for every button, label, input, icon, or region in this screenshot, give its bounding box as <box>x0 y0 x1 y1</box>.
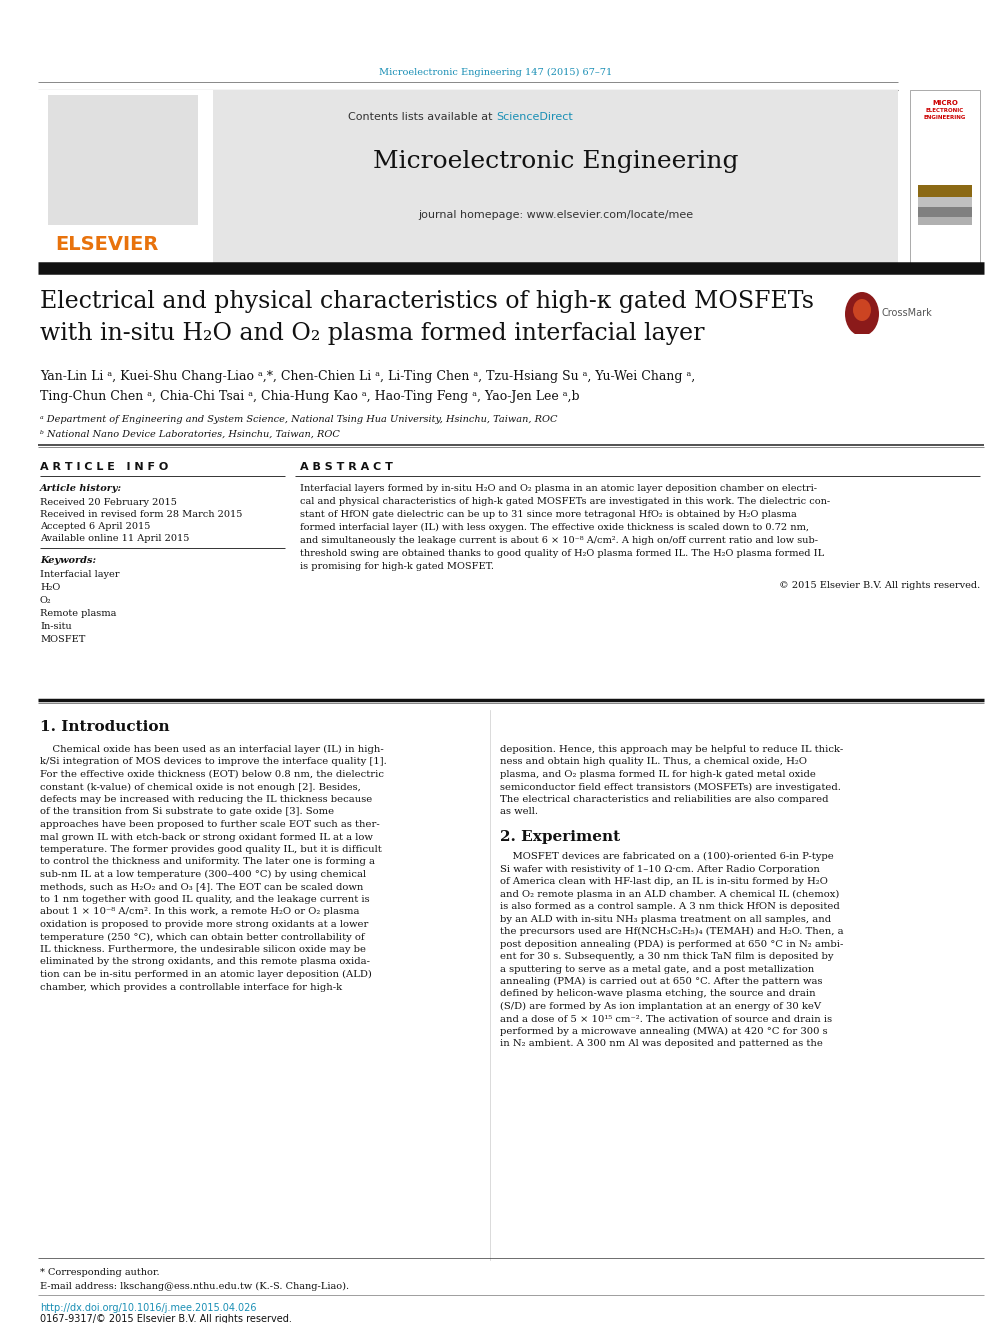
Polygon shape <box>850 333 874 340</box>
Text: http://dx.doi.org/10.1016/j.mee.2015.04.026: http://dx.doi.org/10.1016/j.mee.2015.04.… <box>40 1303 257 1312</box>
Text: post deposition annealing (PDA) is performed at 650 °C in N₂ ambi-: post deposition annealing (PDA) is perfo… <box>500 939 843 949</box>
Bar <box>38 90 898 265</box>
Text: Microelectronic Engineering 147 (2015) 67–71: Microelectronic Engineering 147 (2015) 6… <box>379 67 613 77</box>
Text: Available online 11 April 2015: Available online 11 April 2015 <box>40 534 189 542</box>
Text: with in-situ H₂O and O₂ plasma formed interfacial layer: with in-situ H₂O and O₂ plasma formed in… <box>40 321 704 345</box>
Text: ELECTRONIC: ELECTRONIC <box>926 108 964 112</box>
Text: formed interfacial layer (IL) with less oxygen. The effective oxide thickness is: formed interfacial layer (IL) with less … <box>300 523 809 532</box>
Text: For the effective oxide thickness (EOT) below 0.8 nm, the dielectric: For the effective oxide thickness (EOT) … <box>40 770 384 779</box>
Text: and simultaneously the leakage current is about 6 × 10⁻⁸ A/cm². A high on/off cu: and simultaneously the leakage current i… <box>300 536 818 545</box>
Text: Yan-Lin Li ᵃ, Kuei-Shu Chang-Liao ᵃ,*, Chen-Chien Li ᵃ, Li-Ting Chen ᵃ, Tzu-Hsia: Yan-Lin Li ᵃ, Kuei-Shu Chang-Liao ᵃ,*, C… <box>40 370 695 382</box>
Bar <box>48 95 198 225</box>
Text: threshold swing are obtained thanks to good quality of H₂O plasma formed IL. The: threshold swing are obtained thanks to g… <box>300 549 824 558</box>
Text: Si wafer with resistivity of 1–10 Ω·cm. After Radio Corporation: Si wafer with resistivity of 1–10 Ω·cm. … <box>500 864 819 873</box>
Bar <box>38 90 213 265</box>
Text: tion can be in-situ performed in an atomic layer deposition (ALD): tion can be in-situ performed in an atom… <box>40 970 372 979</box>
Text: 0167-9317/© 2015 Elsevier B.V. All rights reserved.: 0167-9317/© 2015 Elsevier B.V. All right… <box>40 1314 292 1323</box>
Text: Remote plasma: Remote plasma <box>40 609 116 618</box>
Bar <box>918 197 972 206</box>
Text: by an ALD with in-situ NH₃ plasma treatment on all samples, and: by an ALD with in-situ NH₃ plasma treatm… <box>500 914 831 923</box>
Bar <box>918 206 972 217</box>
Text: MICRO: MICRO <box>932 101 958 106</box>
Bar <box>918 217 972 225</box>
Text: is promising for high-k gated MOSFET.: is promising for high-k gated MOSFET. <box>300 562 494 572</box>
Text: defects may be increased with reducing the IL thickness because: defects may be increased with reducing t… <box>40 795 372 804</box>
Text: * Corresponding author.: * Corresponding author. <box>40 1267 160 1277</box>
Text: MOSFET: MOSFET <box>40 635 85 644</box>
Text: semiconductor field effect transistors (MOSFETs) are investigated.: semiconductor field effect transistors (… <box>500 782 841 791</box>
Text: Electrical and physical characteristics of high-κ gated MOSFETs: Electrical and physical characteristics … <box>40 290 814 314</box>
Ellipse shape <box>853 299 871 321</box>
Text: In-situ: In-situ <box>40 622 71 631</box>
Text: Microelectronic Engineering: Microelectronic Engineering <box>373 149 738 173</box>
Text: to control the thickness and uniformity. The later one is forming a: to control the thickness and uniformity.… <box>40 857 375 867</box>
Text: (S/D) are formed by As ion implantation at an energy of 30 keV: (S/D) are formed by As ion implantation … <box>500 1002 821 1011</box>
Text: 1. Introduction: 1. Introduction <box>40 720 170 734</box>
Text: temperature. The former provides good quality IL, but it is difficult: temperature. The former provides good qu… <box>40 845 382 855</box>
Text: A B S T R A C T: A B S T R A C T <box>300 462 393 472</box>
Bar <box>918 185 972 197</box>
Text: journal homepage: www.elsevier.com/locate/mee: journal homepage: www.elsevier.com/locat… <box>418 210 693 220</box>
Text: deposition. Hence, this approach may be helpful to reduce IL thick-: deposition. Hence, this approach may be … <box>500 745 843 754</box>
Text: is also formed as a control sample. A 3 nm thick HfON is deposited: is also formed as a control sample. A 3 … <box>500 902 840 912</box>
Text: ness and obtain high quality IL. Thus, a chemical oxide, H₂O: ness and obtain high quality IL. Thus, a… <box>500 758 807 766</box>
Text: sub-nm IL at a low temperature (300–400 °C) by using chemical: sub-nm IL at a low temperature (300–400 … <box>40 871 366 878</box>
Text: Contents lists available at: Contents lists available at <box>348 112 496 122</box>
Text: annealing (PMA) is carried out at 650 °C. After the pattern was: annealing (PMA) is carried out at 650 °C… <box>500 976 822 986</box>
Text: Ting-Chun Chen ᵃ, Chia-Chi Tsai ᵃ, Chia-Hung Kao ᵃ, Hao-Ting Feng ᵃ, Yao-Jen Lee: Ting-Chun Chen ᵃ, Chia-Chi Tsai ᵃ, Chia-… <box>40 390 579 404</box>
Text: Interfacial layer: Interfacial layer <box>40 570 119 579</box>
Text: E-mail address: lkschang@ess.nthu.edu.tw (K.-S. Chang-Liao).: E-mail address: lkschang@ess.nthu.edu.tw… <box>40 1282 349 1291</box>
Text: in N₂ ambient. A 300 nm Al was deposited and patterned as the: in N₂ ambient. A 300 nm Al was deposited… <box>500 1040 823 1049</box>
Text: cal and physical characteristics of high-k gated MOSFETs are investigated in thi: cal and physical characteristics of high… <box>300 497 830 505</box>
Text: methods, such as H₂O₂ and O₃ [4]. The EOT can be scaled down: methods, such as H₂O₂ and O₃ [4]. The EO… <box>40 882 363 892</box>
Text: of America clean with HF-last dip, an IL is in-situ formed by H₂O: of America clean with HF-last dip, an IL… <box>500 877 828 886</box>
Text: of the transition from Si substrate to gate oxide [3]. Some: of the transition from Si substrate to g… <box>40 807 334 816</box>
Text: eliminated by the strong oxidants, and this remote plasma oxida-: eliminated by the strong oxidants, and t… <box>40 958 370 967</box>
Text: © 2015 Elsevier B.V. All rights reserved.: © 2015 Elsevier B.V. All rights reserved… <box>779 581 980 590</box>
Text: Chemical oxide has been used as an interfacial layer (IL) in high-: Chemical oxide has been used as an inter… <box>40 745 384 754</box>
Text: ent for 30 s. Subsequently, a 30 nm thick TaN film is deposited by: ent for 30 s. Subsequently, a 30 nm thic… <box>500 953 833 960</box>
Text: H₂O: H₂O <box>40 583 61 591</box>
Text: ᵇ National Nano Device Laboratories, Hsinchu, Taiwan, ROC: ᵇ National Nano Device Laboratories, Hsi… <box>40 430 340 439</box>
Text: O₂: O₂ <box>40 595 52 605</box>
Ellipse shape <box>845 292 879 336</box>
Text: ᵃ Department of Engineering and System Science, National Tsing Hua University, H: ᵃ Department of Engineering and System S… <box>40 415 558 423</box>
Text: 2. Experiment: 2. Experiment <box>500 830 620 844</box>
Text: oxidation is proposed to provide more strong oxidants at a lower: oxidation is proposed to provide more st… <box>40 919 368 929</box>
Text: Accepted 6 April 2015: Accepted 6 April 2015 <box>40 523 151 531</box>
Text: stant of HfON gate dielectric can be up to 31 since more tetragonal HfO₂ is obta: stant of HfON gate dielectric can be up … <box>300 509 797 519</box>
Text: temperature (250 °C), which can obtain better controllability of: temperature (250 °C), which can obtain b… <box>40 933 365 942</box>
Text: Article history:: Article history: <box>40 484 122 493</box>
Text: to 1 nm together with good IL quality, and the leakage current is: to 1 nm together with good IL quality, a… <box>40 894 370 904</box>
Text: the precursors used are Hf(NCH₃C₂H₅)₄ (TEMAH) and H₂O. Then, a: the precursors used are Hf(NCH₃C₂H₅)₄ (T… <box>500 927 843 937</box>
Text: chamber, which provides a controllable interface for high-k: chamber, which provides a controllable i… <box>40 983 342 991</box>
Text: and O₂ remote plasma in an ALD chamber. A chemical IL (chemox): and O₂ remote plasma in an ALD chamber. … <box>500 889 839 898</box>
Text: mal grown IL with etch-back or strong oxidant formed IL at a low: mal grown IL with etch-back or strong ox… <box>40 832 373 841</box>
Text: k/Si integration of MOS devices to improve the interface quality [1].: k/Si integration of MOS devices to impro… <box>40 758 387 766</box>
Text: MOSFET devices are fabricated on a (100)-oriented 6-in P-type: MOSFET devices are fabricated on a (100)… <box>500 852 833 861</box>
Text: defined by helicon-wave plasma etching, the source and drain: defined by helicon-wave plasma etching, … <box>500 990 815 999</box>
Text: a sputtering to serve as a metal gate, and a post metallization: a sputtering to serve as a metal gate, a… <box>500 964 814 974</box>
Text: Interfacial layers formed by in-situ H₂O and O₂ plasma in an atomic layer deposi: Interfacial layers formed by in-situ H₂O… <box>300 484 817 493</box>
Text: and a dose of 5 × 10¹⁵ cm⁻². The activation of source and drain is: and a dose of 5 × 10¹⁵ cm⁻². The activat… <box>500 1015 832 1024</box>
Text: Received in revised form 28 March 2015: Received in revised form 28 March 2015 <box>40 509 242 519</box>
Text: CrossMark: CrossMark <box>882 308 932 318</box>
Text: as well.: as well. <box>500 807 538 816</box>
Text: ScienceDirect: ScienceDirect <box>496 112 572 122</box>
Text: approaches have been proposed to further scale EOT such as ther-: approaches have been proposed to further… <box>40 820 380 830</box>
Text: IL thickness. Furthermore, the undesirable silicon oxide may be: IL thickness. Furthermore, the undesirab… <box>40 945 366 954</box>
Text: constant (k-value) of chemical oxide is not enough [2]. Besides,: constant (k-value) of chemical oxide is … <box>40 782 361 791</box>
Text: about 1 × 10⁻⁸ A/cm². In this work, a remote H₂O or O₂ plasma: about 1 × 10⁻⁸ A/cm². In this work, a re… <box>40 908 359 917</box>
Text: The electrical characteristics and reliabilities are also compared: The electrical characteristics and relia… <box>500 795 828 804</box>
Text: ELSEVIER: ELSEVIER <box>55 235 159 254</box>
Text: Keywords:: Keywords: <box>40 556 96 565</box>
Text: ENGINEERING: ENGINEERING <box>924 115 966 120</box>
Text: A R T I C L E   I N F O: A R T I C L E I N F O <box>40 462 169 472</box>
Text: performed by a microwave annealing (MWA) at 420 °C for 300 s: performed by a microwave annealing (MWA)… <box>500 1027 827 1036</box>
Text: plasma, and O₂ plasma formed IL for high-k gated metal oxide: plasma, and O₂ plasma formed IL for high… <box>500 770 815 779</box>
Bar <box>910 90 980 265</box>
Text: Received 20 February 2015: Received 20 February 2015 <box>40 497 177 507</box>
